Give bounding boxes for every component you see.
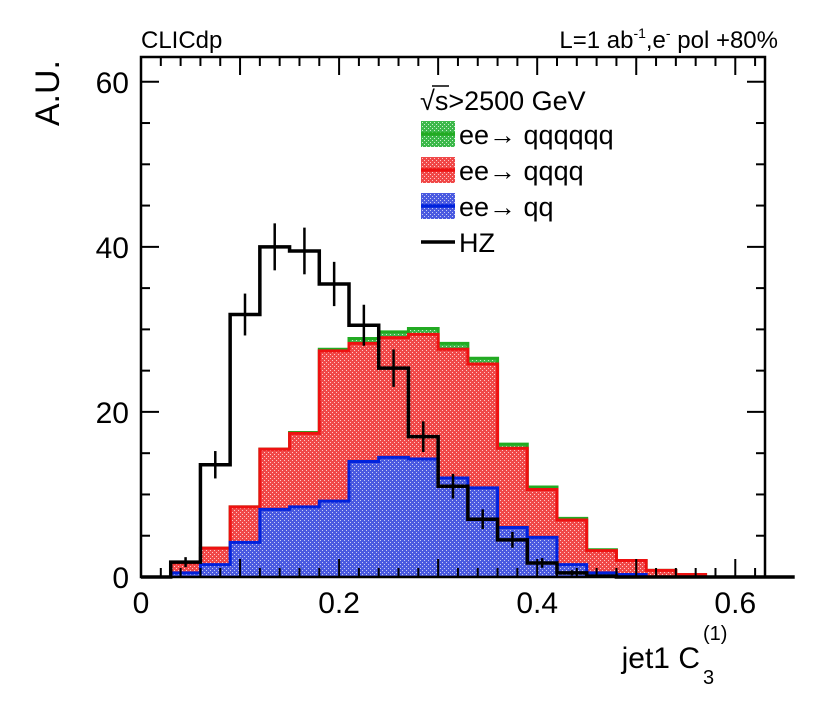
legend: √s>2500 GeV ee→ qqqqqq ee→ qqqq ee→ qq HZ	[420, 85, 614, 258]
bar-0-6	[319, 501, 349, 577]
bar-1-16	[616, 560, 647, 577]
bar-1-17	[646, 570, 676, 577]
bar-0-3	[230, 542, 260, 577]
bar-0-11	[467, 487, 498, 577]
legend-label-0: ee→ qqqqqq	[459, 120, 614, 150]
x-tick-label-2: 0.4	[516, 587, 558, 620]
axes: 0 0.2 0.4 0.6 0 20 40 60	[96, 55, 767, 620]
x-tick-label-3: 0.6	[714, 587, 756, 620]
bar-0-1	[170, 572, 201, 577]
series-0	[141, 455, 765, 579]
legend-label-3: HZ	[459, 228, 495, 258]
y-tick-label-0: 0	[112, 562, 129, 595]
x-axis-label-subscript: 3	[703, 667, 714, 689]
legend-label-1: ee→ qqqq	[459, 156, 584, 186]
series-outline-1	[141, 332, 765, 579]
x-tick-label-0: 0	[133, 587, 150, 620]
bar-0-5	[289, 506, 320, 577]
plot-frame	[139, 55, 767, 579]
stacked-bars	[141, 327, 765, 579]
x-axis-label: jet1 C	[621, 642, 700, 675]
x-axis-label-superscript: (1)	[703, 623, 727, 645]
y-tick-label-2: 40	[96, 232, 129, 265]
bar-0-2	[200, 564, 231, 577]
bar-0-9	[408, 458, 439, 577]
header-left: CLICdp	[141, 27, 222, 54]
legend-label-2: ee→ qq	[459, 192, 554, 222]
y-axis-label: A.U.	[29, 60, 67, 126]
x-tick-label-1: 0.2	[318, 587, 360, 620]
bar-0-4	[259, 509, 290, 577]
legend-title: √s>2500 GeV	[420, 86, 586, 116]
y-tick-label-3: 60	[96, 67, 129, 100]
header-right: L=1 ab-1,e- pol +80%	[559, 25, 778, 54]
bar-0-8	[378, 457, 409, 577]
bar-0-7	[349, 461, 379, 577]
bar-0-13	[527, 537, 557, 577]
y-tick-label-1: 20	[96, 397, 129, 430]
